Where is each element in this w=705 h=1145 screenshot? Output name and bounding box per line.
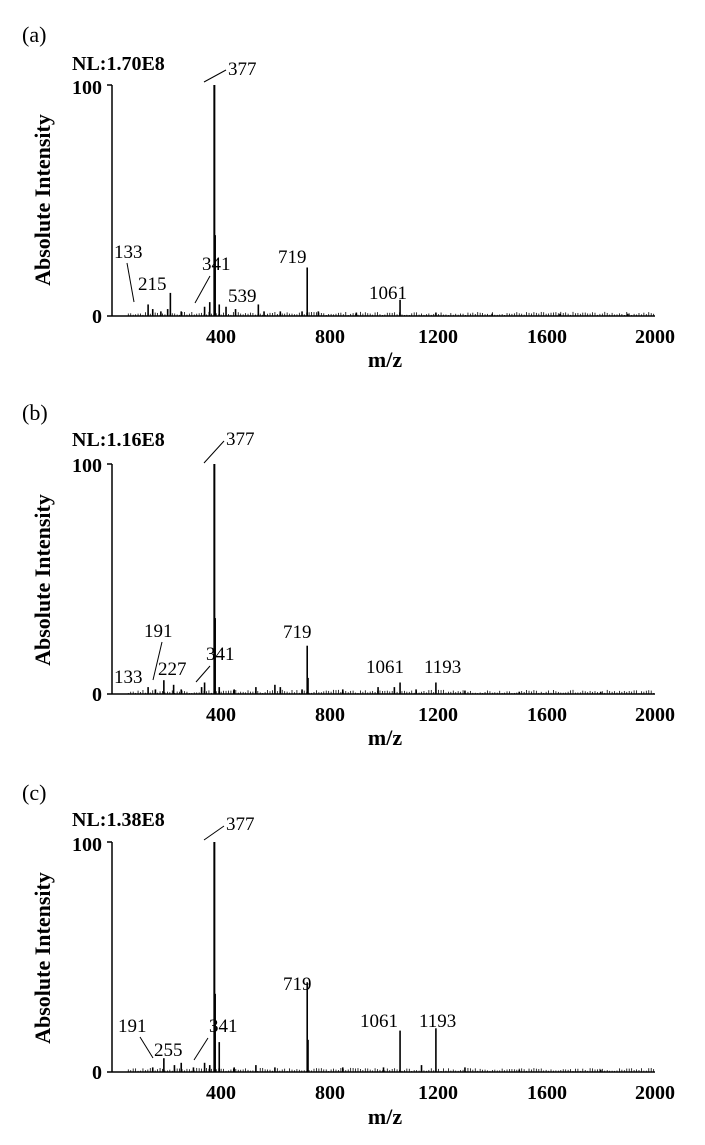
panel-b-xtick-1600: 1600 <box>527 704 567 726</box>
peak-label-133: 133 <box>114 242 143 263</box>
panel-a-ytick-100: 100 <box>72 77 102 99</box>
peak-label-191: 191 <box>118 1016 147 1037</box>
panel-c-xtick-400: 400 <box>206 1082 236 1104</box>
peak-label-1193: 1193 <box>419 1011 456 1032</box>
panel-b-leader-lines <box>152 440 225 683</box>
peak-label-719: 719 <box>278 247 307 268</box>
panel-a-label: (a) <box>22 22 46 47</box>
panel-a-xtick-1600: 1600 <box>527 326 567 348</box>
panel-b-baseline-noise <box>127 689 655 694</box>
panel-c-xtick-1600: 1600 <box>527 1082 567 1104</box>
peak-label-1061: 1061 <box>366 657 404 678</box>
panel-c: (c) NL:1.38E8 Absolute Intensity 100 0 4… <box>22 780 675 1129</box>
panel-a-ylabel: Absolute Intensity <box>30 114 55 286</box>
panel-b-xtick-400: 400 <box>206 704 236 726</box>
panel-a-xtick-1200: 1200 <box>418 326 458 348</box>
leader-line-341 <box>195 665 211 683</box>
peak-label-1061: 1061 <box>360 1011 398 1032</box>
panel-b-xtick-1200: 1200 <box>418 704 458 726</box>
panel-a-peak-labels: 133 215 341 377 539 719 1061 <box>114 59 407 307</box>
panel-c-ytick-0: 0 <box>92 1062 102 1084</box>
leader-line-133 <box>126 262 135 303</box>
leader-line-377 <box>203 69 227 83</box>
peak-label-341: 341 <box>202 254 231 275</box>
peak-label-377: 377 <box>228 59 257 80</box>
panel-b-xtick-2000: 2000 <box>635 704 675 726</box>
peak-label-191: 191 <box>144 621 173 642</box>
panel-c-xtick-800: 800 <box>315 1082 345 1104</box>
peak-label-377: 377 <box>226 429 255 450</box>
panel-b-nl: NL:1.16E8 <box>72 429 165 451</box>
panel-b-ytick-0: 0 <box>92 684 102 706</box>
panel-c-peaks <box>151 842 602 1072</box>
peak-label-719: 719 <box>283 974 312 995</box>
panel-a-nl: NL:1.70E8 <box>72 53 165 75</box>
panel-c-xtick-2000: 2000 <box>635 1082 675 1104</box>
leader-line-377 <box>203 440 225 464</box>
peak-label-133: 133 <box>114 667 143 688</box>
panel-b-xlabel: m/z <box>368 725 402 750</box>
peak-label-255: 255 <box>154 1040 183 1061</box>
panel-a-xtick-400: 400 <box>206 326 236 348</box>
panel-b-label: (b) <box>22 400 48 425</box>
peak-label-1193: 1193 <box>424 657 461 678</box>
panel-b-ylabel: Absolute Intensity <box>30 494 55 666</box>
panel-c-label: (c) <box>22 780 46 805</box>
panel-c-peak-labels: 191 255 341 377 719 1061 1193 <box>118 814 456 1061</box>
peak-label-215: 215 <box>138 274 167 295</box>
panel-a-ytick-0: 0 <box>92 306 102 328</box>
panel-c-nl: NL:1.38E8 <box>72 809 165 831</box>
panel-a-xtick-2000: 2000 <box>635 326 675 348</box>
leader-line-191 <box>139 1036 154 1059</box>
leader-line-377 <box>203 825 225 841</box>
peak-label-719: 719 <box>283 622 312 643</box>
panel-b: (b) NL:1.16E8 Absolute Intensity 100 0 4… <box>22 400 675 750</box>
leader-line-341 <box>194 275 211 304</box>
peak-label-341: 341 <box>209 1016 238 1037</box>
panel-c-ylabel: Absolute Intensity <box>30 872 55 1044</box>
panel-b-ytick-100: 100 <box>72 455 102 477</box>
panel-c-leader-lines <box>139 825 225 1061</box>
panel-b-peak-labels: 133 191 227 341 377 719 1061 1193 <box>114 429 461 688</box>
peak-label-341: 341 <box>206 644 235 665</box>
leader-line-341 <box>193 1037 209 1061</box>
panel-a-xtick-800: 800 <box>315 326 345 348</box>
peak-label-539: 539 <box>228 286 257 307</box>
panel-c-xtick-1200: 1200 <box>418 1082 458 1104</box>
panel-c-xlabel: m/z <box>368 1104 402 1129</box>
panel-c-ytick-100: 100 <box>72 834 102 856</box>
panel-b-peaks <box>147 464 602 694</box>
leader-line-191 <box>152 641 163 681</box>
peak-label-227: 227 <box>158 659 187 680</box>
panel-a-xlabel: m/z <box>368 347 402 372</box>
peak-label-1061: 1061 <box>369 283 407 304</box>
peak-label-377: 377 <box>226 814 255 835</box>
panel-a: (a) NL:1.70E8 Absolute Intensity 100 0 4… <box>22 22 675 372</box>
panel-a-leader-lines <box>126 69 227 304</box>
panel-b-xtick-800: 800 <box>315 704 345 726</box>
panel-a-peaks <box>147 85 629 316</box>
